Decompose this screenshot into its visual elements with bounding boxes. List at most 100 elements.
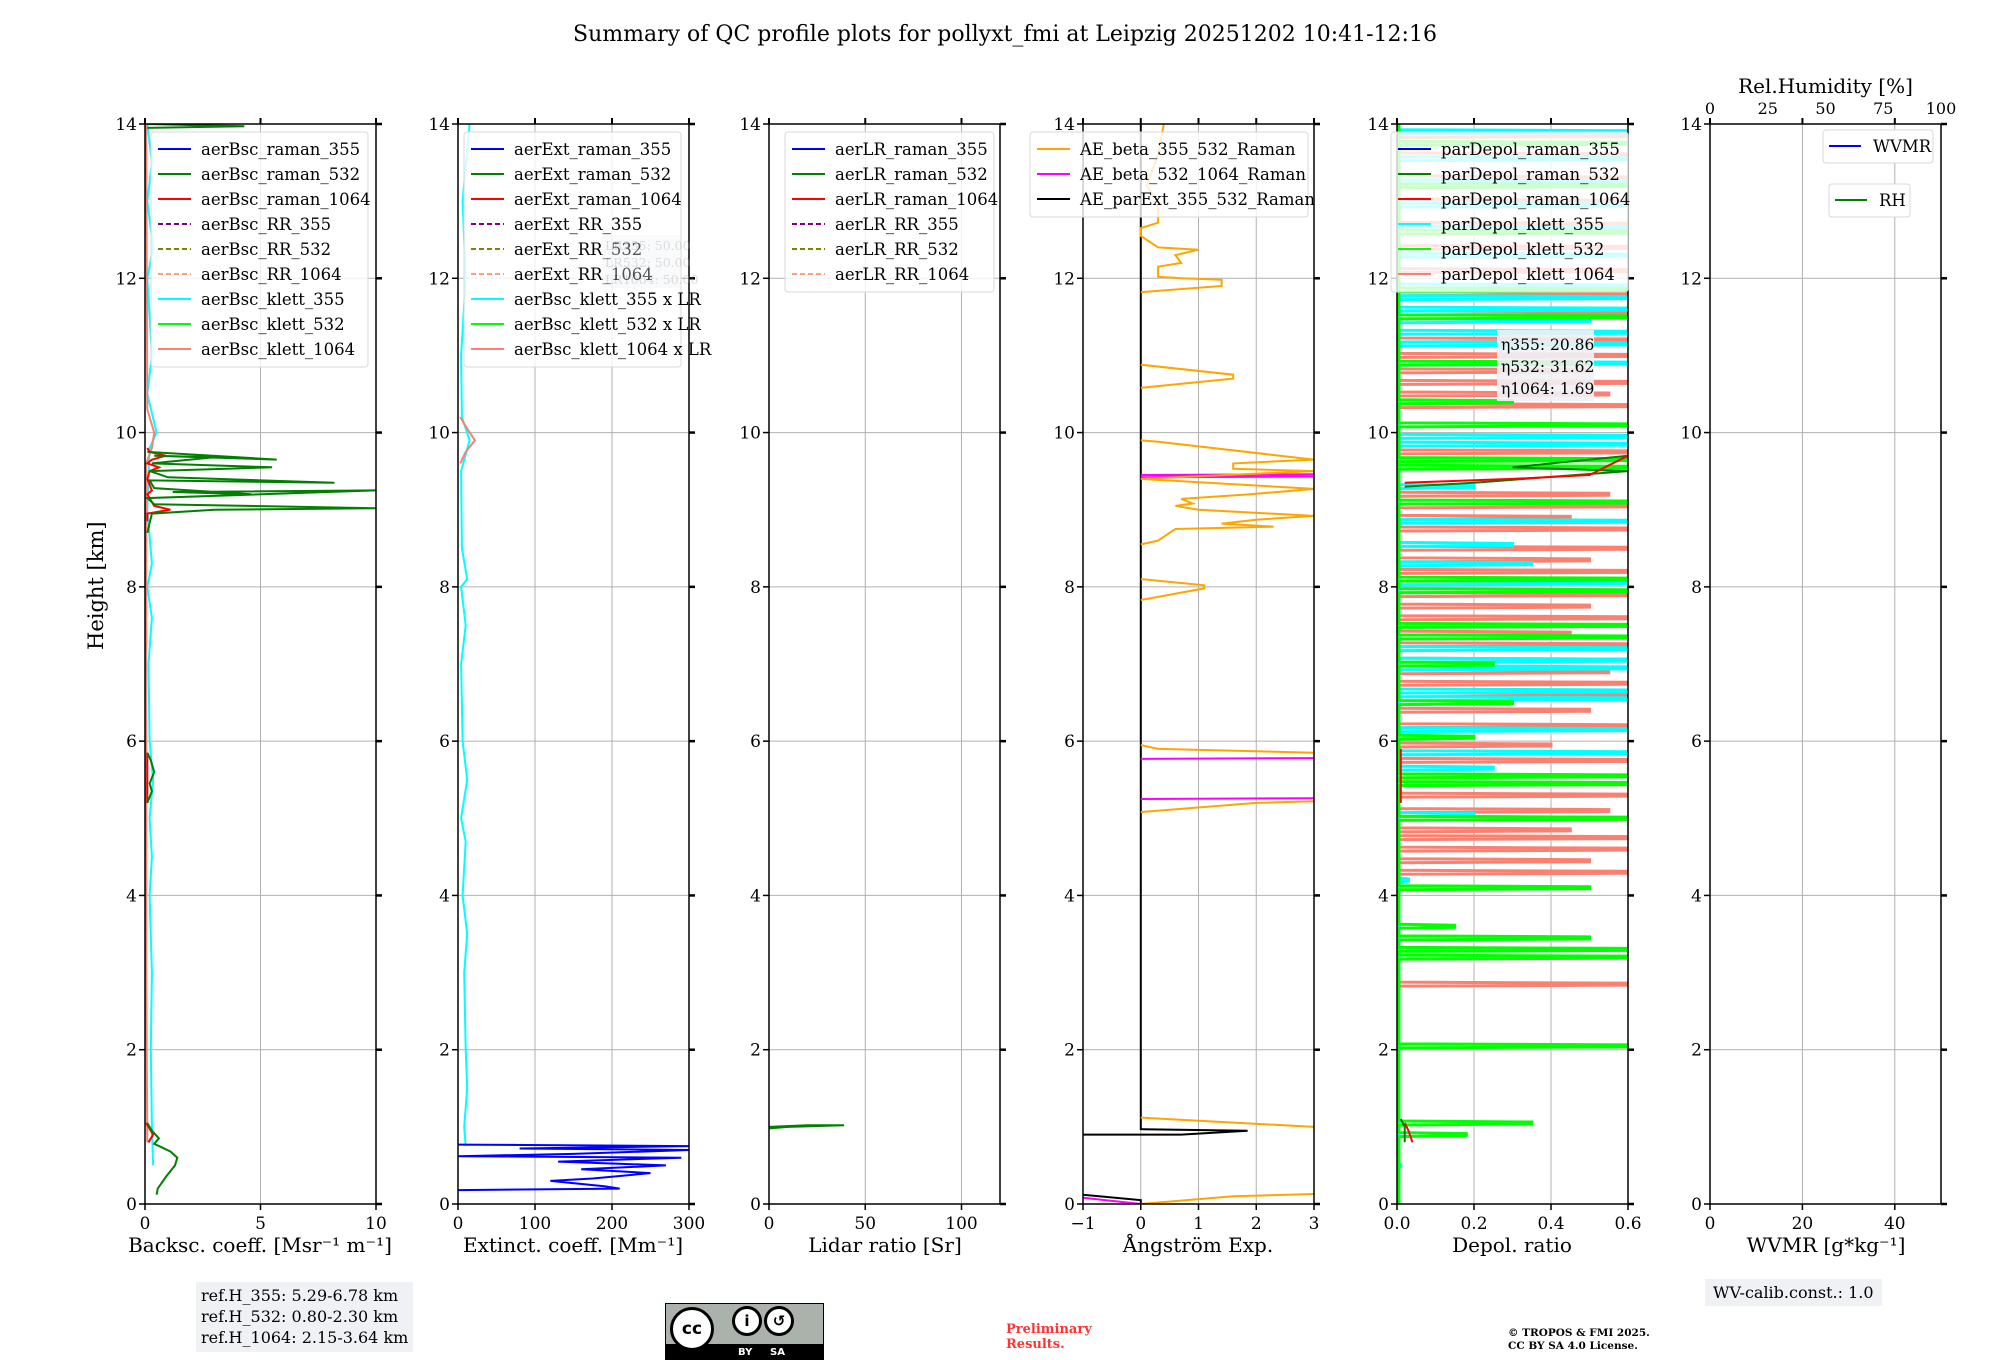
y-tick-label: 4 — [439, 886, 450, 906]
legend-label: aerBsc_raman_355 — [201, 140, 360, 159]
legend-label: aerBsc_raman_532 — [201, 165, 360, 184]
top-x-tick-label: 25 — [1758, 99, 1778, 118]
legend-box — [1029, 131, 1309, 218]
legend-label: aerExt_raman_1064 — [514, 190, 682, 209]
y-tick-label: 2 — [1378, 1041, 1389, 1061]
y-tick-label: 6 — [126, 732, 137, 752]
axes-frame — [1709, 123, 1942, 1205]
series-AE_parExt_355_532_Raman — [1083, 1193, 1142, 1204]
wv-calibration-box: WV-calib.const.: 1.0 — [1705, 1279, 1882, 1306]
y-tick-label: 10 — [1367, 424, 1389, 444]
y-tick-label: 0 — [1064, 1195, 1075, 1215]
y-tick-label: 2 — [1691, 1041, 1702, 1061]
axes-frame — [1082, 123, 1315, 1205]
legend-label: aerBsc_klett_532 — [201, 315, 345, 334]
y-tick-label: 12 — [1680, 269, 1702, 289]
legend-label: aerBsc_RR_355 — [201, 215, 331, 234]
by-label: BY — [738, 1347, 753, 1358]
legend-box — [1828, 183, 1911, 218]
series-AE_beta_532_1064_Raman — [1140, 797, 1314, 800]
top-x-tick-label: 100 — [1926, 99, 1957, 118]
x-axis-label-depol: Depol. ratio — [1452, 1233, 1572, 1257]
axes-frame — [457, 123, 690, 1205]
legend-box — [784, 131, 995, 293]
axes-frame — [1396, 123, 1629, 1205]
y-tick-label: 14 — [739, 115, 761, 135]
annotation-line: LR355: 50.00 — [605, 238, 691, 253]
y-tick-label: 4 — [1064, 886, 1075, 906]
preliminary-line-2: Results. — [1006, 1337, 1065, 1352]
legend-label: aerBsc_klett_532 x LR — [514, 315, 701, 334]
y-tick-label: 12 — [739, 269, 761, 289]
legend: parDepol_raman_355 parDepol_raman_532 parD… — [1390, 131, 1630, 293]
y-tick-label: 0 — [439, 1195, 450, 1215]
y-tick-label: 10 — [428, 424, 450, 444]
y-tick-label: 4 — [1378, 886, 1389, 906]
series-parDepol_klett_532 — [1397, 124, 1628, 1204]
legend-label: aerBsc_klett_1064 x LR — [514, 340, 712, 359]
y-tick-label: 8 — [439, 578, 450, 598]
y-tick-label: 8 — [1378, 578, 1389, 598]
y-tick-label: 2 — [750, 1041, 761, 1061]
reference-height-box: ref.H_355: 5.29-6.78 km ref.H_532: 0.80-… — [196, 1282, 413, 1352]
sa-label: SA — [770, 1347, 785, 1358]
x-tick-label: 0.0 — [1383, 1214, 1410, 1234]
legend-label: aerExt_RR_532 — [514, 240, 642, 259]
ref-height-355: ref.H_355: 5.29-6.78 km — [201, 1286, 399, 1305]
legend-label: parDepol_klett_355 — [1441, 215, 1604, 234]
panel-depolarization: 0 2 4 6 8 10 12 14 0.0 0.2 0.4 0.6 parDepol_raman_35… — [1367, 115, 1641, 1234]
legend-label: parDepol_raman_355 — [1441, 140, 1620, 159]
legend-label: aerBsc_RR_532 — [201, 240, 331, 259]
y-tick-label: 4 — [126, 886, 137, 906]
legend-label: aerExt_RR_1064 — [514, 265, 653, 284]
cc-logo-bar — [666, 1344, 823, 1359]
y-tick-label: 8 — [1691, 578, 1702, 598]
legend-box — [463, 131, 682, 368]
y-tick-label: 0 — [1691, 1195, 1702, 1215]
legend-label: aerLR_RR_532 — [835, 240, 959, 259]
legend-rh: RH — [1828, 183, 1911, 218]
legend-box — [150, 131, 369, 368]
series-AE_beta_355_532_Raman — [1140, 363, 1235, 389]
series-aerBsc_klett_1064 — [145, 124, 156, 1143]
legend-label: aerBsc_klett_355 — [201, 290, 345, 309]
x-tick-label: 200 — [596, 1214, 628, 1234]
y-tick-label: 8 — [126, 578, 137, 598]
y-tick-label: 14 — [1367, 115, 1389, 135]
x-tick-label: 100 — [945, 1214, 977, 1234]
series-AE_beta_355_532_Raman — [1140, 439, 1314, 546]
series-AE_beta_355_532_Raman — [1140, 744, 1314, 754]
y-tick-label: 0 — [750, 1195, 761, 1215]
y-tick-label: 2 — [126, 1041, 137, 1061]
top-x-tick-label: 75 — [1873, 99, 1893, 118]
x-tick-label: −1 — [1070, 1214, 1095, 1234]
x-tick-label: 40 — [1884, 1214, 1906, 1234]
annotation-line: η532: 31.62 — [1501, 358, 1594, 376]
legend-label: aerLR_raman_1064 — [835, 190, 998, 209]
x-tick-label: 0 — [1135, 1214, 1146, 1234]
x-tick-label: 0.2 — [1460, 1214, 1487, 1234]
y-tick-label: 10 — [115, 424, 137, 444]
legend-label: AE_beta_355_532_Raman — [1079, 140, 1296, 159]
sa-share-icon: ↺ — [764, 1306, 794, 1336]
x-tick-label: 0 — [453, 1214, 464, 1234]
series-AE_beta_355_532_Raman — [1140, 1193, 1314, 1204]
legend: aerExt_raman_355 aerExt_raman_532 aerExt_r… — [463, 131, 712, 368]
legend-label: aerExt_raman_532 — [514, 165, 671, 184]
figure-title: Summary of QC profile plots for pollyxt_… — [573, 22, 1437, 47]
ref-height-532: ref.H_532: 0.80-2.30 km — [201, 1307, 399, 1326]
y-tick-label: 0 — [1378, 1195, 1389, 1215]
x-axis-label-angstrom: Ångström Exp. — [1122, 1233, 1274, 1257]
legend-label: aerBsc_raman_1064 — [201, 190, 371, 209]
legend-label: AE_beta_532_1064_Raman — [1079, 165, 1306, 184]
y-tick-label: 8 — [1064, 578, 1075, 598]
preliminary-line-1: Preliminary — [1006, 1322, 1092, 1337]
x-tick-label: 5 — [255, 1214, 266, 1234]
annotation-line: LR532: 50.00 — [605, 255, 691, 270]
series-parDepol_raman_1064 — [1403, 1122, 1414, 1143]
